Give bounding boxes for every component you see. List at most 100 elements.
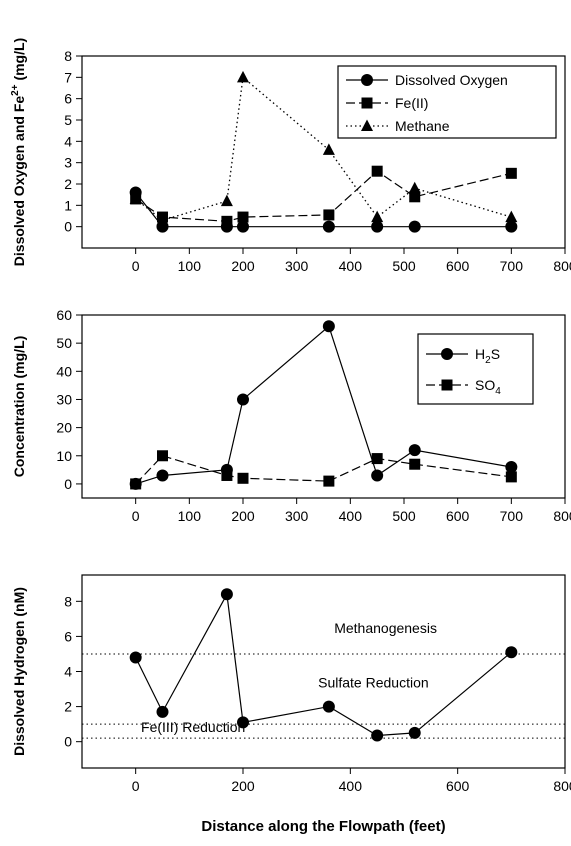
y-tick-label: 6: [64, 628, 72, 644]
legend-label-subscript: 4: [495, 386, 501, 397]
x-tick-label: 200: [231, 778, 255, 794]
legend-label-part: H: [475, 346, 485, 362]
legend-label-subscript: 2: [485, 355, 491, 366]
zone-label: Fe(III) Reduction: [141, 719, 245, 735]
plot-frame: [81, 314, 566, 499]
series-line: [135, 455, 512, 485]
data-point: [505, 220, 518, 233]
x-tick-label: 400: [339, 778, 363, 794]
chart-panel-2: 0 100 200 300 400 500 600 700 800 0 10 20 30 40 50 60 Co…: [11, 307, 571, 524]
data-point: [323, 475, 335, 487]
y-tick-label: 5: [64, 112, 72, 128]
data-point: [371, 469, 384, 482]
data-point: [505, 210, 518, 223]
y-axis-label: Dissolved Hydrogen (nM): [11, 587, 27, 756]
x-tick-label: 300: [285, 258, 309, 274]
x-tick-label: 100: [178, 258, 202, 274]
data-point: [237, 220, 249, 233]
x-tick-label: 0: [132, 778, 140, 794]
data-point: [237, 393, 249, 406]
data-point: [371, 210, 384, 223]
data-point: [237, 716, 249, 729]
legend-label: SO4: [475, 377, 501, 397]
legend: Dissolved Oxygen Fe(II) Methane: [337, 65, 557, 139]
y-tick-label: 8: [64, 593, 72, 609]
legend-marker: [441, 348, 453, 360]
zone-label: Sulfate Reduction: [318, 674, 429, 690]
x-tick-label: 800: [553, 508, 571, 524]
data-point: [408, 444, 421, 457]
legend-label-part: Fe(II): [395, 95, 428, 111]
y-axis-label: Concentration (mg/L): [11, 336, 27, 478]
data-point: [322, 220, 335, 233]
x-tick-label: 600: [446, 258, 470, 274]
x-tick-label: 200: [231, 258, 255, 274]
data-point: [221, 215, 233, 227]
data-point: [157, 450, 168, 462]
legend-marker: [361, 119, 373, 131]
x-tick-label: 500: [392, 258, 416, 274]
y-axis-label-part: Dissolved Oxygen and Fe: [11, 96, 27, 267]
y-tick-label: 1: [64, 197, 72, 213]
series-line: [135, 192, 512, 228]
series-3: [129, 70, 518, 226]
y-tick-label: 50: [56, 335, 72, 351]
y-tick-label: 40: [56, 363, 72, 379]
y-tick-label: 8: [64, 48, 72, 64]
x-tick-label: 700: [500, 258, 524, 274]
legend-marker: [361, 97, 373, 109]
x-tick-label: 100: [178, 508, 202, 524]
legend-marker: [441, 379, 453, 391]
chart-panel-1: 0 100 200 300 400 500 600 700 800 0 1 2 3 4 5 6 7 8 Dissol…: [10, 38, 571, 274]
legend-marker: [361, 74, 373, 86]
data-point: [505, 461, 518, 474]
data-point: [323, 209, 335, 221]
data-point: [505, 167, 517, 179]
legend-label-part: S: [491, 346, 500, 362]
y-axis-label: Dissolved Oxygen and Fe2+ (mg/L): [10, 38, 27, 266]
data-point: [371, 220, 384, 233]
zone-label: Methanogenesis: [334, 620, 437, 636]
y-tick-label: 2: [64, 699, 72, 715]
y-tick-label: 0: [64, 219, 72, 235]
legend-label-part: Dissolved Oxygen: [395, 72, 508, 88]
x-tick-label: 300: [285, 508, 309, 524]
series-line: [135, 76, 512, 221]
data-point: [322, 143, 335, 155]
y-axis-label-superscript: 2+: [10, 84, 21, 96]
x-tick-label: 500: [392, 508, 416, 524]
series-1: [129, 588, 518, 742]
x-tick-label: 800: [553, 258, 571, 274]
data-point: [237, 70, 249, 83]
x-tick-label: 800: [553, 778, 571, 794]
legend-label: Methane: [395, 118, 450, 134]
x-tick-label: 600: [446, 508, 470, 524]
x-tick-label: 0: [132, 258, 140, 274]
data-point: [322, 700, 335, 713]
legend-label: Dissolved Oxygen: [395, 72, 508, 88]
legend-label: H2S: [475, 346, 500, 366]
data-point: [221, 469, 233, 481]
data-point: [220, 588, 233, 601]
data-point: [237, 211, 249, 223]
data-point: [505, 471, 517, 483]
y-tick-label: 4: [64, 664, 72, 680]
data-point: [129, 192, 142, 204]
y-tick-label: 10: [56, 448, 72, 464]
plot-frame: [81, 55, 566, 249]
y-axis-label-part: (mg/L): [11, 38, 27, 85]
data-point: [408, 181, 421, 194]
chart-panel-3: 0 200 400 600 800 0 2 4 6 8 Dissolved Hydrogen (nM…: [11, 574, 571, 835]
y-tick-label: 0: [64, 734, 72, 750]
x-tick-label: 0: [132, 508, 140, 524]
y-tick-label: 3: [64, 155, 72, 171]
data-point: [237, 472, 249, 484]
data-point: [156, 469, 169, 482]
x-tick-label: 200: [231, 508, 255, 524]
data-point: [322, 320, 335, 333]
legend-label-part: Methane: [395, 118, 450, 134]
x-tick-label: 600: [446, 778, 470, 794]
data-point: [371, 729, 384, 742]
data-point: [409, 191, 421, 203]
